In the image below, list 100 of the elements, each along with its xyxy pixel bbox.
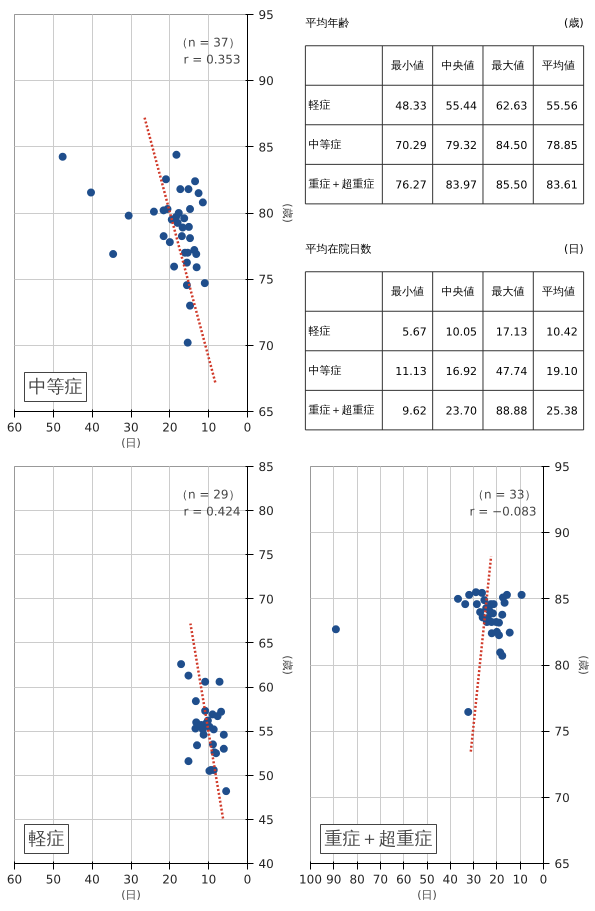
y-tick-label: 65 <box>258 405 274 419</box>
y-tick-label: 80 <box>258 206 274 220</box>
x-tick-label: 40 <box>84 872 100 886</box>
y-tick-label: 60 <box>258 680 274 695</box>
x-tick-label: 90 <box>326 872 342 886</box>
category-label: 中等症 <box>308 364 342 378</box>
x-tick-label: 0 <box>540 872 548 886</box>
y-tick-label: 65 <box>258 636 274 650</box>
x-tick-label: 20 <box>489 872 505 886</box>
y-tick-label: 55 <box>258 724 274 739</box>
text: (日) <box>564 242 584 256</box>
text: 83.97 <box>446 178 478 192</box>
text: 76.27 <box>395 178 427 192</box>
category-label: 平均値 <box>542 284 575 298</box>
y-tick-label: 90 <box>554 526 570 540</box>
x-tick-label: 100 <box>299 872 322 886</box>
text: (歳) <box>564 16 584 30</box>
text: 10.42 <box>546 326 578 339</box>
x-tick-label: 0 <box>244 420 252 434</box>
annotation: （n = 33） <box>472 488 537 502</box>
text: 48.33 <box>395 100 427 113</box>
text: 重症＋超重症 <box>324 828 432 850</box>
y-tick-label: 65 <box>554 857 570 871</box>
y-tick-label: 75 <box>258 272 274 287</box>
category-label: 軽症 <box>308 324 330 338</box>
y-tick-label: 45 <box>258 812 274 827</box>
annotation: r = 0.424 <box>184 504 241 518</box>
text: 23.70 <box>446 404 478 418</box>
y-axis-title: (歳) <box>280 203 294 223</box>
text: 軽症 <box>28 828 64 850</box>
text: 47.74 <box>496 365 528 378</box>
x-tick-label: 40 <box>442 872 458 886</box>
x-tick-label: 0 <box>244 872 252 886</box>
text: 78.85 <box>546 139 578 152</box>
y-tick-label: 70 <box>258 592 274 606</box>
x-tick-label: 10 <box>201 872 216 886</box>
x-tick-label: 60 <box>6 872 22 886</box>
text: 84.50 <box>496 139 528 152</box>
category-label: 中等症 <box>308 138 342 152</box>
text: 55.56 <box>546 100 578 113</box>
y-tick-label: 50 <box>258 768 274 783</box>
text: 5.67 <box>402 326 427 339</box>
x-tick-label: 30 <box>123 872 139 886</box>
y-tick-label: 75 <box>554 724 570 739</box>
category-label: 平均値 <box>542 58 575 72</box>
y-axis-title: (歳) <box>280 655 294 675</box>
x-tick-label: 10 <box>201 420 216 434</box>
annotation: （n = 37） <box>176 36 241 50</box>
text: 83.61 <box>546 178 578 192</box>
y-tick-label: 95 <box>554 460 570 474</box>
category-label: 最大値 <box>492 284 525 298</box>
x-tick-label: 50 <box>46 420 61 434</box>
text: 平均在院日数 <box>305 242 372 256</box>
category-label: 重症＋超重症 <box>308 404 374 417</box>
text: 25.38 <box>546 404 578 418</box>
x-tick-label: 20 <box>162 420 178 434</box>
y-tick-label: 80 <box>258 504 274 518</box>
x-tick-label: 50 <box>46 872 61 886</box>
y-tick-label: 80 <box>554 658 570 672</box>
text: 平均年齢 <box>305 16 350 30</box>
text: 88.88 <box>496 404 528 418</box>
y-tick-label: 70 <box>554 790 570 805</box>
x-tick-label: 40 <box>84 420 100 434</box>
text: 16.92 <box>446 365 478 378</box>
category-label: 重症＋超重症 <box>308 178 374 191</box>
category-label: 中央値 <box>441 58 474 72</box>
text: 55.44 <box>446 100 478 113</box>
x-tick-label: 70 <box>372 872 388 886</box>
y-axis-title: (歳) <box>576 655 590 675</box>
y-tick-label: 40 <box>258 857 274 871</box>
y-tick-label: 70 <box>258 338 274 353</box>
category-label: 最小値 <box>391 58 424 72</box>
x-tick-label: 10 <box>512 872 528 886</box>
annotation: r = 0.353 <box>184 52 241 66</box>
text: 19.10 <box>546 365 578 378</box>
category-label: 最大値 <box>492 58 525 72</box>
x-axis-title: (日) <box>121 888 141 902</box>
category-label: 最小値 <box>391 284 424 298</box>
text: 11.13 <box>395 365 427 378</box>
x-tick-label: 20 <box>162 872 178 886</box>
text: 70.29 <box>395 139 427 152</box>
annotation: r = −0.083 <box>469 504 537 518</box>
text: 9.62 <box>402 404 427 418</box>
category-label: 軽症 <box>308 98 330 112</box>
x-tick-label: 60 <box>6 420 22 434</box>
y-tick-label: 90 <box>258 74 274 88</box>
x-tick-label: 30 <box>466 872 482 886</box>
text: 17.13 <box>496 326 528 339</box>
text: 79.32 <box>446 139 478 152</box>
text: 中等症 <box>28 376 82 398</box>
text: 62.63 <box>496 100 528 113</box>
text: 10.05 <box>446 326 478 339</box>
y-tick-label: 95 <box>258 8 274 22</box>
y-tick-label: 85 <box>258 460 274 474</box>
x-axis-title: (日) <box>121 436 141 450</box>
x-tick-label: 60 <box>396 872 412 886</box>
x-tick-label: 30 <box>123 420 139 434</box>
y-tick-label: 85 <box>554 592 570 606</box>
annotation: （n = 29） <box>176 488 241 502</box>
x-axis-title: (日) <box>417 888 437 902</box>
